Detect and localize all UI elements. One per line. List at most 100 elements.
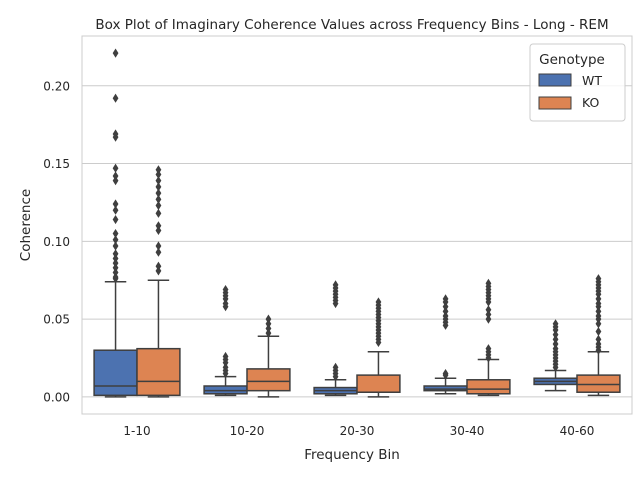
outlier-point (112, 199, 119, 209)
outlier-point (155, 247, 162, 257)
box-body (576, 374, 621, 393)
boxes (93, 48, 621, 398)
outlier-point (155, 176, 162, 186)
box-ko-40-60 (576, 274, 621, 397)
outlier-point (595, 334, 602, 344)
outlier-point (155, 165, 162, 175)
box-body (466, 379, 511, 395)
outlier-point (265, 319, 272, 329)
y-tick-label: 0.00 (43, 390, 70, 404)
outlier-point (112, 235, 119, 245)
x-tick-label: 1-10 (123, 424, 150, 438)
x-axis-ticks: 1-10 10-20 20-30 30-40 40-60 (123, 424, 594, 438)
x-tick-label: 10-20 (230, 424, 265, 438)
outlier-point (112, 205, 119, 215)
outlier-point (155, 182, 162, 192)
outlier-point (442, 306, 449, 316)
outlier-point (222, 302, 229, 312)
outlier-point (595, 326, 602, 337)
outlier-point (552, 334, 559, 344)
box-body (93, 349, 138, 397)
outlier-point (485, 305, 492, 315)
y-axis-ticks: 0.00 0.05 0.10 0.15 0.20 (43, 79, 70, 404)
outlier-point (112, 249, 119, 259)
outlier-point (112, 274, 119, 284)
outlier-point (595, 314, 602, 324)
outlier-point (222, 294, 229, 304)
box-body (356, 374, 401, 393)
outlier-point (595, 319, 602, 329)
outlier-point (595, 289, 602, 299)
outlier-point (112, 258, 119, 268)
box-body (423, 385, 468, 392)
y-tick-label: 0.20 (43, 79, 70, 93)
legend-swatch-ko (538, 96, 572, 110)
x-tick-label: 20-30 (340, 424, 375, 438)
outlier-point (155, 266, 162, 276)
outlier-point (112, 132, 119, 142)
outlier-point (595, 306, 602, 316)
legend-swatch-wt (538, 73, 572, 87)
outlier-point (155, 200, 162, 211)
outlier-point (112, 214, 119, 225)
box-body (203, 385, 248, 395)
outlier-point (112, 228, 119, 239)
outlier-point (375, 337, 382, 348)
outlier-point (442, 320, 449, 330)
outlier-point (265, 323, 272, 334)
outlier-point (155, 241, 162, 251)
box-ko-30-40 (466, 278, 511, 397)
outlier-point (595, 302, 602, 312)
outlier-point (155, 194, 162, 204)
box-wt-1-10 (93, 48, 138, 398)
outlier-point (112, 253, 119, 264)
outlier-point (442, 297, 449, 307)
outlier-point (332, 298, 339, 309)
outlier-point (485, 314, 492, 324)
outlier-point (442, 302, 449, 312)
outlier-point (265, 314, 272, 324)
outlier-point (155, 225, 162, 236)
box-ko-10-20 (246, 314, 291, 398)
outlier-point (442, 370, 449, 380)
outlier-point (112, 176, 119, 186)
y-axis-label: Coherence (18, 189, 34, 261)
outlier-point (552, 330, 559, 340)
outlier-point (155, 261, 162, 271)
outlier-point (485, 297, 492, 307)
outlier-point (595, 345, 602, 355)
outlier-point (155, 208, 162, 218)
outlier-point (485, 353, 492, 363)
outlier-point (155, 221, 162, 231)
chart-title: Box Plot of Imaginary Coherence Values a… (95, 17, 608, 33)
outlier-point (265, 328, 272, 338)
box-body (136, 347, 181, 397)
outlier-point (112, 241, 119, 251)
outlier-point (112, 171, 119, 181)
box-wt-20-30 (313, 280, 358, 397)
x-tick-label: 40-60 (560, 424, 595, 438)
legend-label-ko: KO (582, 95, 600, 110)
legend: Genotype WT KO (529, 43, 626, 122)
outlier-point (222, 368, 229, 379)
x-axis-label: Frequency Bin (304, 447, 400, 463)
outlier-point (155, 169, 162, 180)
legend-label-wt: WT (582, 73, 602, 88)
outlier-point (552, 339, 559, 349)
outlier-point (332, 372, 339, 382)
outlier-point (112, 93, 119, 103)
outlier-point (112, 263, 119, 273)
box-ko-1-10 (136, 165, 181, 398)
outlier-point (155, 188, 162, 198)
box-body (246, 368, 291, 392)
box-wt-40-60 (533, 319, 578, 392)
outlier-point (112, 267, 119, 278)
outlier-point (552, 362, 559, 372)
box-ko-20-30 (356, 297, 401, 398)
y-tick-label: 0.15 (43, 157, 70, 171)
outlier-point (112, 48, 119, 58)
outlier-point (112, 163, 119, 173)
outlier-point (552, 325, 559, 335)
y-tick-label: 0.10 (43, 235, 70, 249)
